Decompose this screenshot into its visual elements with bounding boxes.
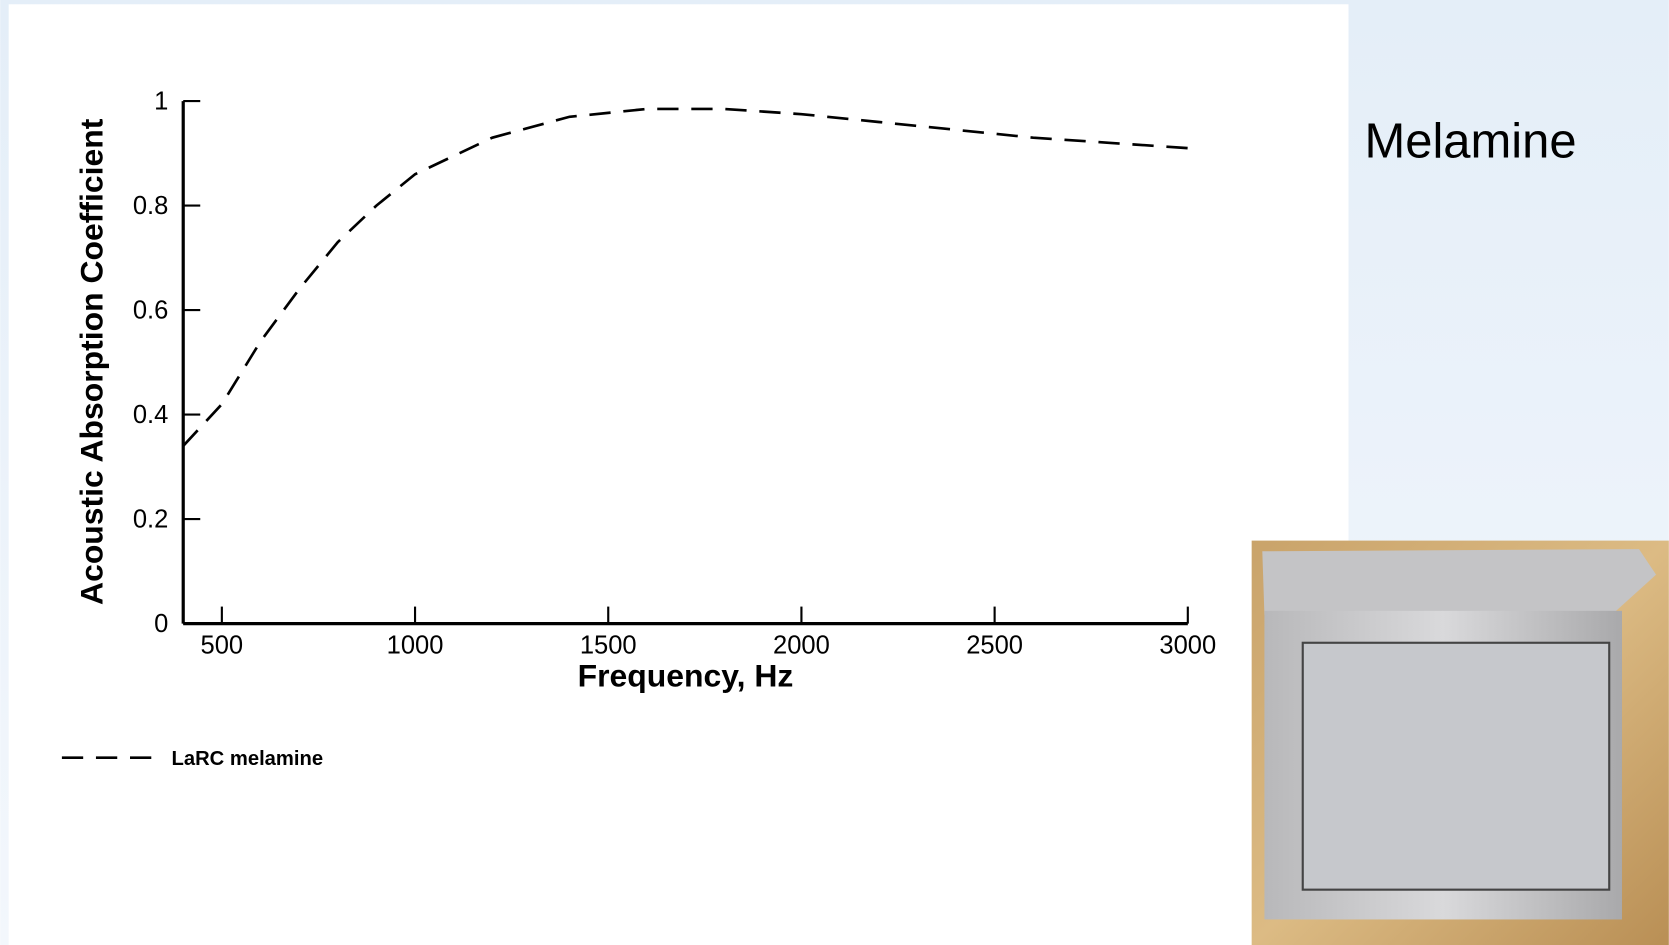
- chart-panel: [8, 4, 1349, 945]
- x-tick-label: 2500: [966, 631, 1023, 659]
- x-tick-label: 1000: [387, 631, 444, 659]
- y-tick-label: 0: [154, 610, 168, 638]
- x-axis-label: Frequency, Hz: [578, 657, 794, 693]
- slide-title: Melamine: [1364, 115, 1576, 169]
- y-tick-label: 0.4: [133, 401, 169, 429]
- x-tick-label: 3000: [1159, 631, 1216, 659]
- y-tick-label: 0.8: [133, 192, 169, 220]
- y-tick-label: 1: [154, 88, 168, 116]
- legend-label: LaRC melamine: [172, 748, 324, 770]
- x-tick-label: 2000: [773, 631, 830, 659]
- x-tick-label: 500: [201, 631, 244, 659]
- y-tick-label: 0.6: [133, 297, 169, 325]
- data-line: [182, 107, 1188, 447]
- y-axis-label: Acoustic Absorption Coefficient: [73, 118, 109, 605]
- y-tick-label: 0.2: [133, 506, 169, 534]
- x-tick-label: 1500: [580, 631, 637, 659]
- photo: [1251, 540, 1669, 945]
